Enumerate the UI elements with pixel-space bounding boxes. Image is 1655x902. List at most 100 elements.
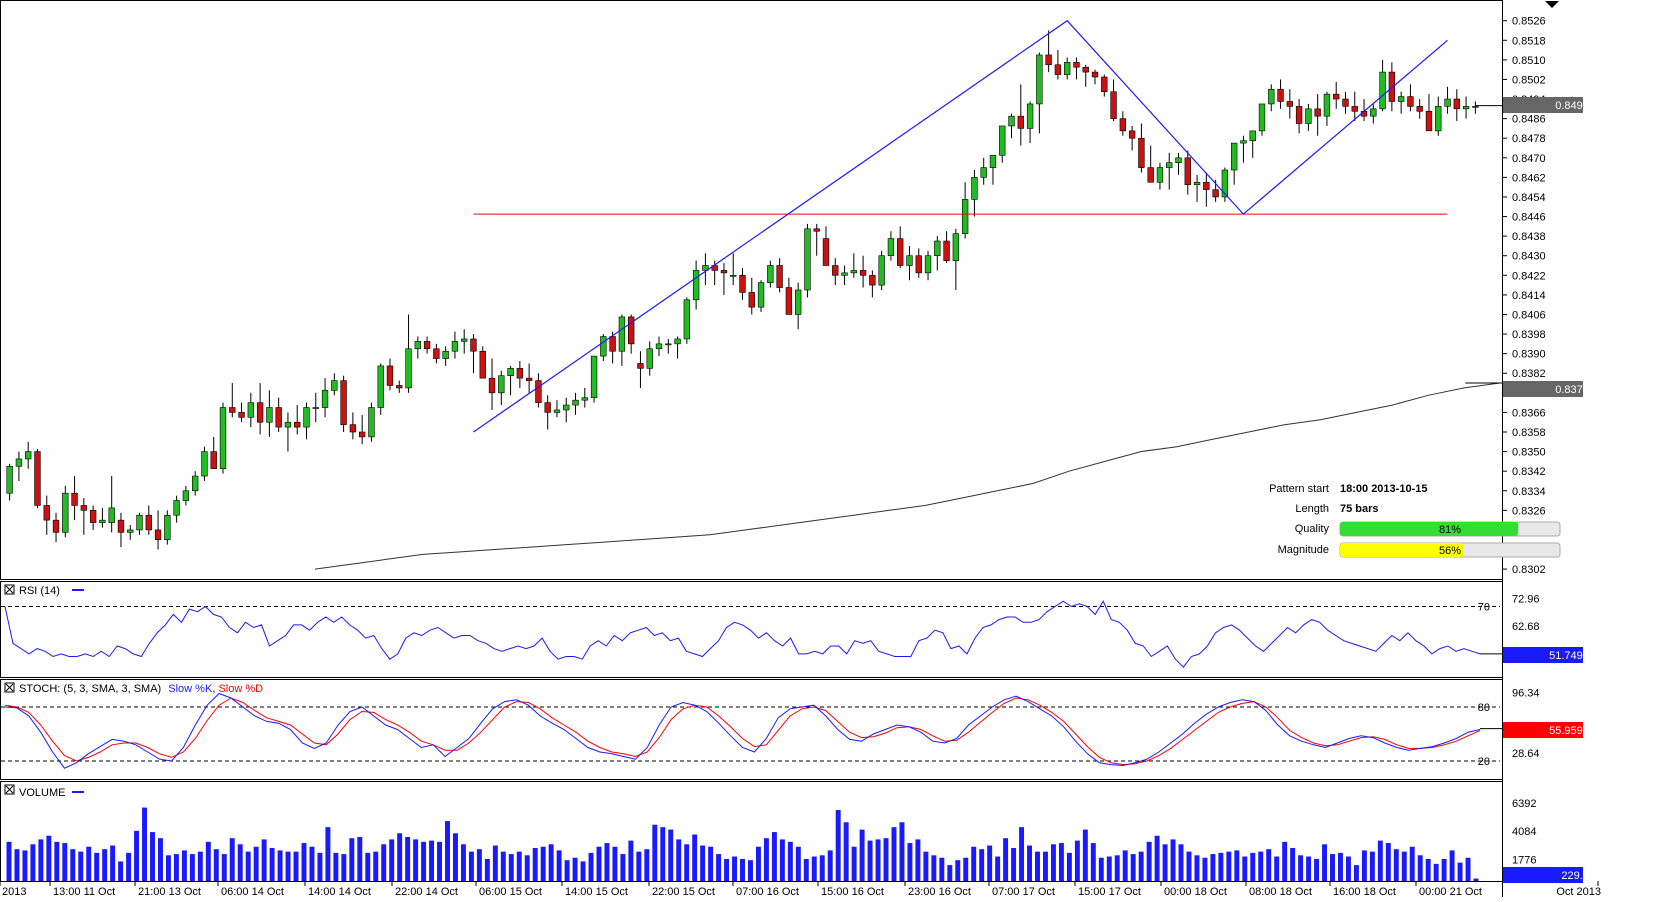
candle-body [247, 402, 255, 418]
volume-bar [150, 832, 155, 881]
candle [1416, 99, 1423, 119]
stoch-tick-label: 96.34 [1512, 687, 1540, 699]
volume-bar [620, 854, 626, 881]
candle-body [1026, 103, 1034, 129]
candle-body [924, 255, 932, 274]
candle [1249, 130, 1256, 158]
volume-bar [1457, 862, 1463, 881]
price-tick-label: 0.8462 [1512, 172, 1546, 184]
volume-bar [580, 861, 586, 881]
volume-bar [1425, 858, 1431, 881]
candle [1425, 94, 1433, 132]
candle [349, 412, 357, 440]
price-tag-text: 0.84913 [1555, 100, 1595, 112]
candle [1147, 145, 1154, 183]
volume-bar [237, 844, 243, 881]
volume-bar [421, 841, 427, 881]
candle [980, 157, 987, 185]
candle [154, 510, 162, 550]
candle [961, 182, 969, 239]
candle-body [1091, 71, 1099, 78]
candle [145, 505, 152, 535]
magnitude-bar-fill [1340, 543, 1464, 557]
candle-body [878, 255, 885, 286]
volume-bar [779, 839, 785, 881]
candle-body [813, 228, 820, 232]
candle [1388, 62, 1396, 112]
candle-body [1240, 140, 1247, 144]
volume-bar [1345, 856, 1351, 881]
candle-body [321, 390, 329, 408]
candle [1166, 152, 1173, 190]
stoch-legend-d: Slow %D [218, 683, 263, 695]
volume-bar [126, 852, 132, 881]
candle-body [136, 514, 143, 531]
candle-body [294, 421, 301, 428]
candle [210, 436, 217, 470]
candle-body [71, 492, 78, 506]
candle [767, 260, 774, 288]
volume-bar [835, 810, 841, 881]
price-tick-label: 0.8398 [1512, 329, 1546, 341]
candle-body [720, 270, 728, 274]
volume-bar [1162, 844, 1168, 881]
volume-bar [468, 851, 474, 881]
price-tick-label: 0.8342 [1512, 466, 1546, 478]
candle-body [1286, 101, 1294, 107]
volume-bar [540, 846, 546, 881]
x-tick-label: 13:00 11 Oct [53, 886, 115, 897]
candle-body [1166, 162, 1173, 168]
price-tick-label: 0.8430 [1512, 251, 1546, 263]
candle-body [1175, 157, 1182, 163]
quality-bar-fill [1340, 522, 1519, 536]
volume-bar [995, 856, 1001, 881]
volume-bar [556, 850, 562, 881]
candle [34, 449, 41, 508]
rsi-panel[interactable] [0, 581, 1503, 678]
candle [1026, 101, 1034, 144]
candle [25, 441, 32, 469]
candle [739, 267, 746, 300]
candle [451, 331, 459, 359]
candle-body [581, 397, 588, 401]
volume-bar [644, 849, 650, 881]
candle [683, 297, 691, 344]
x-tick-label: 08:00 18 Oct [1249, 886, 1312, 897]
volume-bar [397, 833, 403, 881]
candle [535, 373, 542, 408]
volume-bar [1393, 849, 1399, 881]
candle-body [1407, 96, 1414, 107]
candle [1110, 79, 1117, 122]
volume-bar [851, 846, 857, 881]
x-tick-label: Oct 2013 [1556, 886, 1601, 897]
candle-body [386, 365, 394, 386]
volume-bar [652, 824, 658, 881]
stochastic-panel[interactable] [0, 679, 1503, 780]
chevron-down-icon[interactable] [1545, 1, 1559, 8]
candle [1379, 59, 1386, 112]
candle-body [52, 519, 60, 533]
volume-bar [660, 827, 666, 881]
volume-bar [1186, 851, 1192, 881]
stoch-tag: 55.95979 [1503, 722, 1595, 738]
candle-body [1314, 108, 1321, 117]
price-tick-label: 0.8326 [1512, 505, 1546, 517]
candle [655, 336, 663, 357]
volume-bar [341, 854, 347, 881]
candle-body [1119, 118, 1127, 132]
volume-bar [955, 860, 961, 881]
candle-body [312, 407, 319, 409]
candle-body [1416, 106, 1423, 112]
rsi-tick-label: 72.96 [1512, 594, 1540, 606]
candle [776, 258, 783, 293]
candle [238, 402, 245, 423]
volume-bar [572, 857, 578, 881]
volume-bar [1282, 841, 1288, 881]
volume-bar [628, 840, 634, 881]
volume-bar [1130, 854, 1136, 881]
candle [1175, 152, 1182, 175]
candle-body [1333, 93, 1340, 100]
volume-bar [939, 857, 945, 881]
